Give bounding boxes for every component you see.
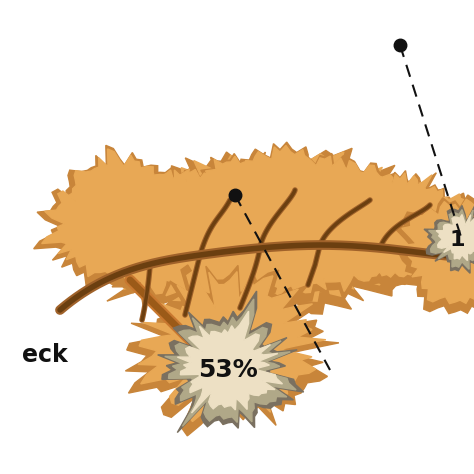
- Polygon shape: [105, 166, 217, 264]
- Polygon shape: [139, 209, 256, 311]
- Polygon shape: [59, 146, 191, 253]
- Polygon shape: [112, 169, 210, 255]
- Polygon shape: [220, 146, 329, 239]
- Polygon shape: [67, 149, 182, 243]
- Polygon shape: [181, 152, 298, 251]
- Polygon shape: [146, 212, 249, 302]
- Polygon shape: [345, 202, 442, 277]
- Polygon shape: [42, 177, 155, 277]
- Polygon shape: [248, 208, 350, 301]
- Polygon shape: [188, 155, 291, 242]
- Polygon shape: [264, 152, 380, 243]
- Polygon shape: [152, 170, 252, 252]
- Polygon shape: [158, 291, 304, 433]
- Polygon shape: [126, 265, 339, 436]
- Polygon shape: [398, 199, 474, 303]
- Polygon shape: [193, 203, 310, 306]
- Polygon shape: [428, 210, 474, 269]
- Text: 53%: 53%: [198, 358, 258, 382]
- Polygon shape: [138, 271, 326, 421]
- Polygon shape: [360, 173, 442, 254]
- Polygon shape: [94, 203, 210, 295]
- Polygon shape: [241, 205, 357, 311]
- Polygon shape: [34, 173, 163, 286]
- Polygon shape: [436, 215, 474, 261]
- Polygon shape: [164, 299, 296, 426]
- Polygon shape: [46, 148, 474, 319]
- Polygon shape: [87, 201, 218, 305]
- Polygon shape: [384, 182, 470, 261]
- Polygon shape: [391, 195, 474, 314]
- Polygon shape: [424, 206, 474, 273]
- Text: 1: 1: [450, 230, 465, 250]
- Polygon shape: [271, 155, 373, 235]
- Polygon shape: [318, 161, 412, 242]
- Text: eck: eck: [22, 343, 68, 367]
- Polygon shape: [200, 206, 302, 297]
- Polygon shape: [284, 202, 414, 301]
- Polygon shape: [68, 152, 459, 305]
- Polygon shape: [355, 171, 448, 263]
- Polygon shape: [212, 142, 336, 248]
- Polygon shape: [292, 204, 406, 292]
- Polygon shape: [312, 158, 419, 250]
- Polygon shape: [146, 167, 258, 261]
- Polygon shape: [177, 311, 283, 413]
- Polygon shape: [378, 180, 474, 269]
- Polygon shape: [338, 200, 449, 285]
